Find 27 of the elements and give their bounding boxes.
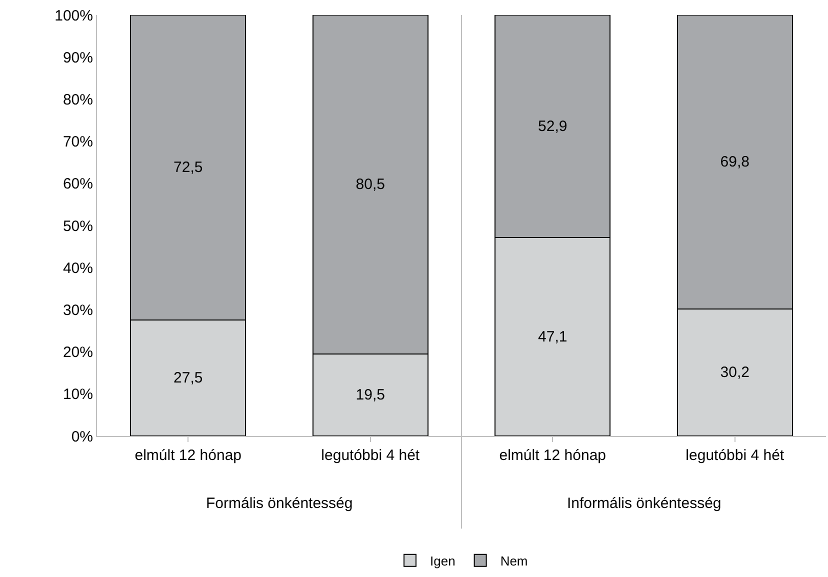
data-label: 72,5	[174, 159, 203, 176]
data-label: 80,5	[356, 176, 385, 193]
data-label: 69,8	[720, 153, 750, 170]
text: Informális önkéntesség	[567, 495, 722, 512]
x-tick-label: elmúlt 12 hónap	[134, 447, 242, 464]
data-label: 52,9	[538, 118, 568, 135]
data-label: 19,5	[356, 386, 385, 404]
x-tick-label: legutóbbi 4 hét	[321, 447, 420, 464]
data-label: 47,1	[538, 328, 568, 346]
y-tick-label: 0%	[71, 428, 93, 446]
y-tick-label: 30%	[62, 302, 93, 319]
legend-label: Nem	[500, 553, 528, 568]
y-tick-label: 40%	[62, 260, 93, 277]
y-tick-label: 100%	[54, 7, 93, 24]
x-tick-label: legutóbbi 4 hét	[686, 447, 785, 464]
text: Formális önkéntesség	[206, 495, 353, 512]
y-tick-label: 20%	[62, 344, 93, 362]
y-tick-label: 90%	[62, 49, 93, 66]
data-label: 30,2	[720, 364, 750, 381]
data-label: 27,5	[174, 370, 203, 387]
y-tick-label: 60%	[62, 176, 93, 193]
y-tick-label: 70%	[62, 134, 93, 151]
y-tick-label: 80%	[62, 91, 93, 108]
y-tick-label: 10%	[62, 386, 93, 404]
x-tick-label: elmúlt 12 hónap	[499, 447, 606, 464]
legend-label: Igen	[430, 553, 456, 568]
y-tick-label: 50%	[62, 218, 93, 235]
